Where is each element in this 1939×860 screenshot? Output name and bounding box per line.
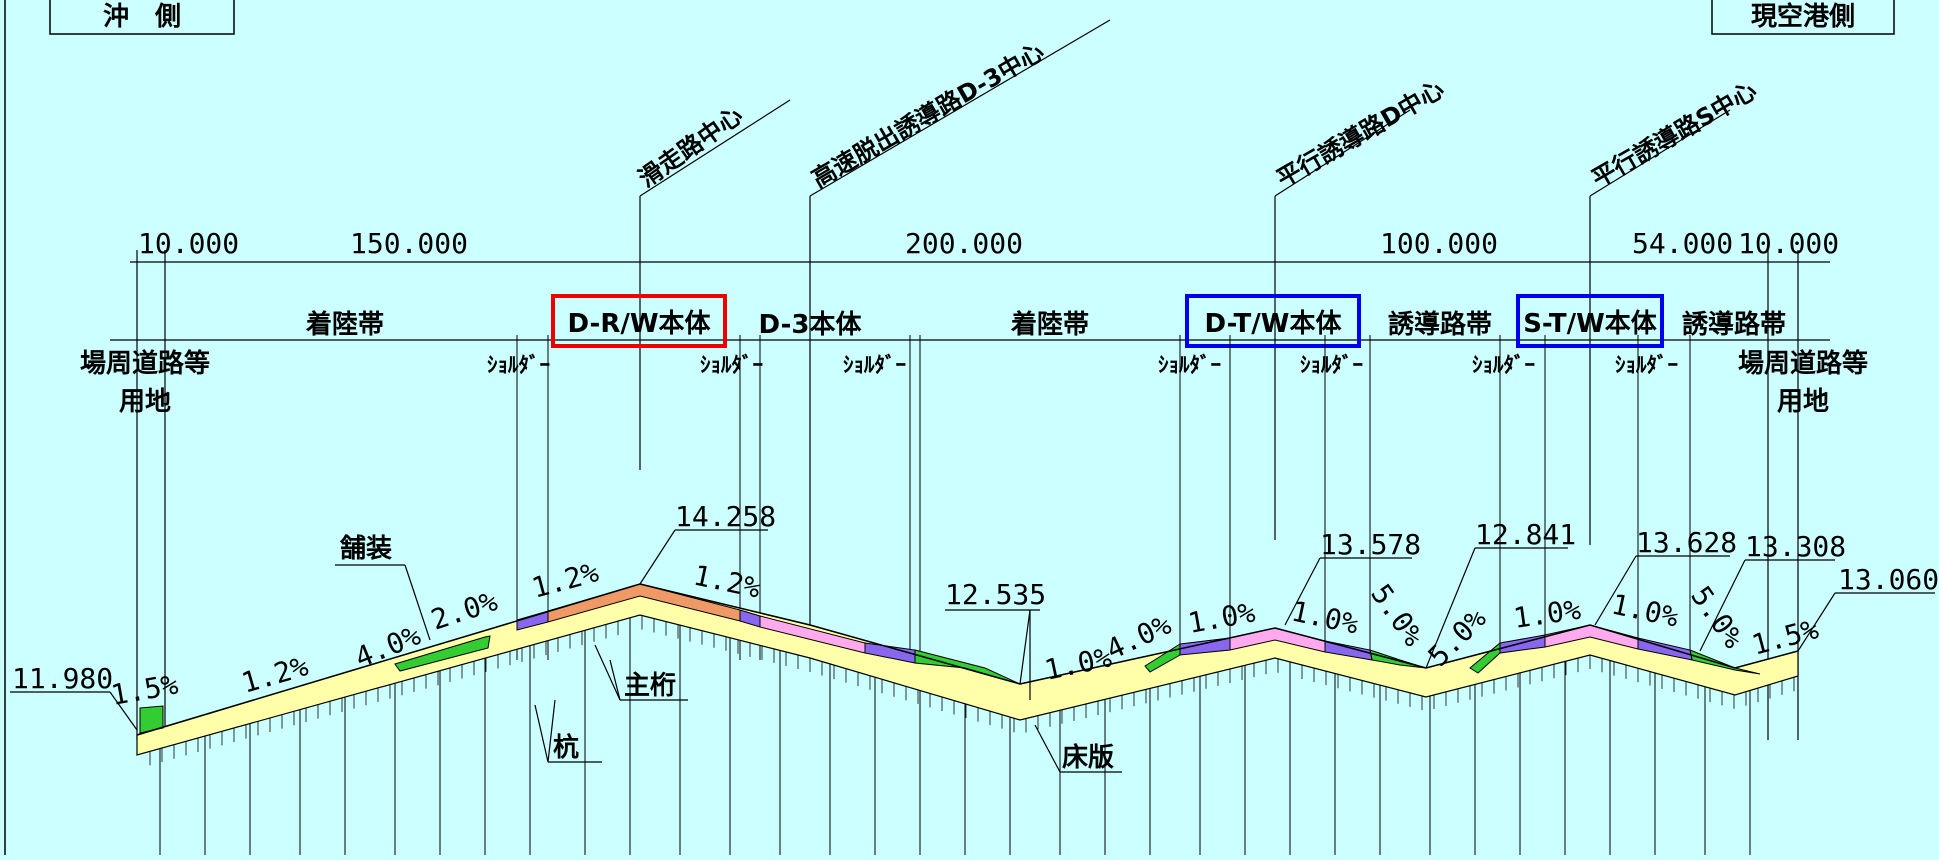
deck-label: 床版 bbox=[1062, 742, 1114, 773]
elev-leader bbox=[1797, 592, 1836, 652]
left-side-label: 沖 側 bbox=[103, 2, 181, 32]
shoulder-label: ｼｮﾙﾀﾞｰ bbox=[843, 353, 906, 377]
shoulder-label: ｼｮﾙﾀﾞｰ bbox=[1300, 353, 1363, 377]
shoulder-d-right bbox=[1324, 640, 1373, 661]
slope-label: 1.5% bbox=[108, 668, 180, 712]
boundary-lines bbox=[516, 335, 1691, 660]
zone-dr-main: D-R/W本体 bbox=[567, 309, 711, 339]
runway-leader bbox=[639, 99, 791, 197]
parallel-taxiway-d-leader bbox=[1274, 109, 1411, 197]
elev-13308: 13.308 bbox=[1745, 530, 1846, 563]
shoulder-label: ｼｮﾙﾀﾞｰ bbox=[1472, 353, 1535, 377]
zone-taxiway-strip-2: 誘導路帯 bbox=[1682, 309, 1786, 340]
girder-leader bbox=[609, 659, 621, 701]
piles bbox=[159, 617, 1751, 855]
surface-line bbox=[136, 583, 1799, 736]
zone-landing-strip-2: 着陸帯 bbox=[1010, 309, 1089, 340]
zone-dt-main: D-T/W本体 bbox=[1205, 309, 1343, 339]
shoulder-label: ｼｮﾙﾀﾞｰ bbox=[487, 353, 550, 377]
elev-12841: 12.841 bbox=[1475, 518, 1576, 551]
pavement-label: 舗装 bbox=[339, 534, 392, 564]
elevation-labels: 11.980 14.258 12.535 13.578 12.841 13.62… bbox=[10, 500, 1939, 731]
slope-label: 1.2% bbox=[691, 559, 764, 605]
st-main-frame bbox=[1516, 294, 1664, 348]
parallel-taxiway-s-center-label: 平行誘導路S中心 bbox=[1587, 76, 1761, 193]
slope-label: 1.2% bbox=[528, 555, 602, 604]
parallel-taxiway-s-leader bbox=[1589, 109, 1731, 197]
site-left-line1: 場周道路等 bbox=[80, 348, 210, 379]
deck-leader bbox=[1034, 724, 1061, 773]
elev-leader bbox=[639, 529, 676, 585]
pile-leader bbox=[547, 699, 556, 763]
dim-54: 54.000 bbox=[1632, 227, 1733, 260]
shoulder-label: ｼｮﾙﾀﾞｰ bbox=[1158, 353, 1221, 377]
elev-14258: 14.258 bbox=[675, 500, 776, 533]
site-left-line2: 用地 bbox=[119, 387, 171, 417]
shoulder-label: ｼｮﾙﾀﾞｰ bbox=[700, 353, 763, 377]
turf-runway-left bbox=[394, 635, 491, 672]
right-side-label: 現空港側 bbox=[1751, 1, 1855, 32]
site-right-line1: 場周道路等 bbox=[1738, 348, 1868, 379]
elev-13628: 13.628 bbox=[1636, 526, 1737, 559]
elev-leader bbox=[1594, 555, 1637, 626]
slope-label: 5.0% bbox=[1684, 580, 1750, 654]
zone-d3-main: D-3本体 bbox=[759, 310, 863, 340]
elev-leader bbox=[1699, 559, 1746, 652]
left-side-box bbox=[49, 0, 235, 35]
zone-taxiway-strip-1: 誘導路帯 bbox=[1388, 309, 1492, 340]
site-right-line2: 用地 bbox=[1777, 387, 1829, 417]
elev-12535: 12.535 bbox=[945, 578, 1046, 611]
slope-label: 1.0% bbox=[1609, 588, 1682, 634]
slope-label: 1.0% bbox=[1185, 596, 1257, 640]
runway-center-label: 滑走路中心 bbox=[633, 101, 747, 193]
dt-main-frame bbox=[1185, 294, 1361, 348]
zone-landing-strip-1: 着陸帯 bbox=[305, 309, 384, 340]
pavement-leader bbox=[404, 564, 431, 641]
right-side-box bbox=[1711, 0, 1895, 35]
exit-taxiway-center-label: 高速脱出誘導路D-3中心 bbox=[807, 37, 1049, 193]
zone-st-main: S-T/W本体 bbox=[1523, 309, 1658, 339]
girder-label: 主桁 bbox=[624, 671, 676, 701]
dim-10-left: 10.000 bbox=[138, 227, 239, 260]
dim-10-right: 10.000 bbox=[1738, 227, 1839, 260]
pile-label: 杭 bbox=[553, 732, 579, 763]
shoulder-label: ｼｮﾙﾀﾞｰ bbox=[1615, 353, 1678, 377]
dr-main-frame bbox=[551, 294, 727, 348]
shoulder-exit bbox=[864, 642, 916, 664]
elev-leader bbox=[1425, 547, 1476, 669]
slope-label: 5.0% bbox=[1364, 578, 1430, 652]
shoulder-labels: ｼｮﾙﾀﾞｰ ｼｮﾙﾀﾞｰ ｼｮﾙﾀﾞｰ ｼｮﾙﾀﾞｰ ｼｮﾙﾀﾞｰ ｼｮﾙﾀﾞ… bbox=[487, 353, 1678, 377]
elev-leader bbox=[1284, 557, 1321, 626]
elev-13578: 13.578 bbox=[1320, 528, 1421, 561]
dim-100: 100.000 bbox=[1380, 227, 1498, 260]
exit-taxiway-leader bbox=[809, 19, 1111, 197]
elev-13060: 13.060 bbox=[1838, 563, 1939, 596]
pile-leader bbox=[534, 704, 549, 763]
dim-200: 200.000 bbox=[905, 227, 1023, 260]
parallel-taxiway-d-center-label: 平行誘導路D中心 bbox=[1272, 75, 1449, 193]
elev-leader bbox=[109, 691, 138, 731]
turf-block-left bbox=[139, 705, 164, 734]
elev-leader bbox=[1019, 609, 1031, 685]
elev-11980: 11.980 bbox=[12, 662, 113, 695]
dim-150: 150.000 bbox=[350, 227, 468, 260]
girder-leader bbox=[594, 644, 621, 701]
